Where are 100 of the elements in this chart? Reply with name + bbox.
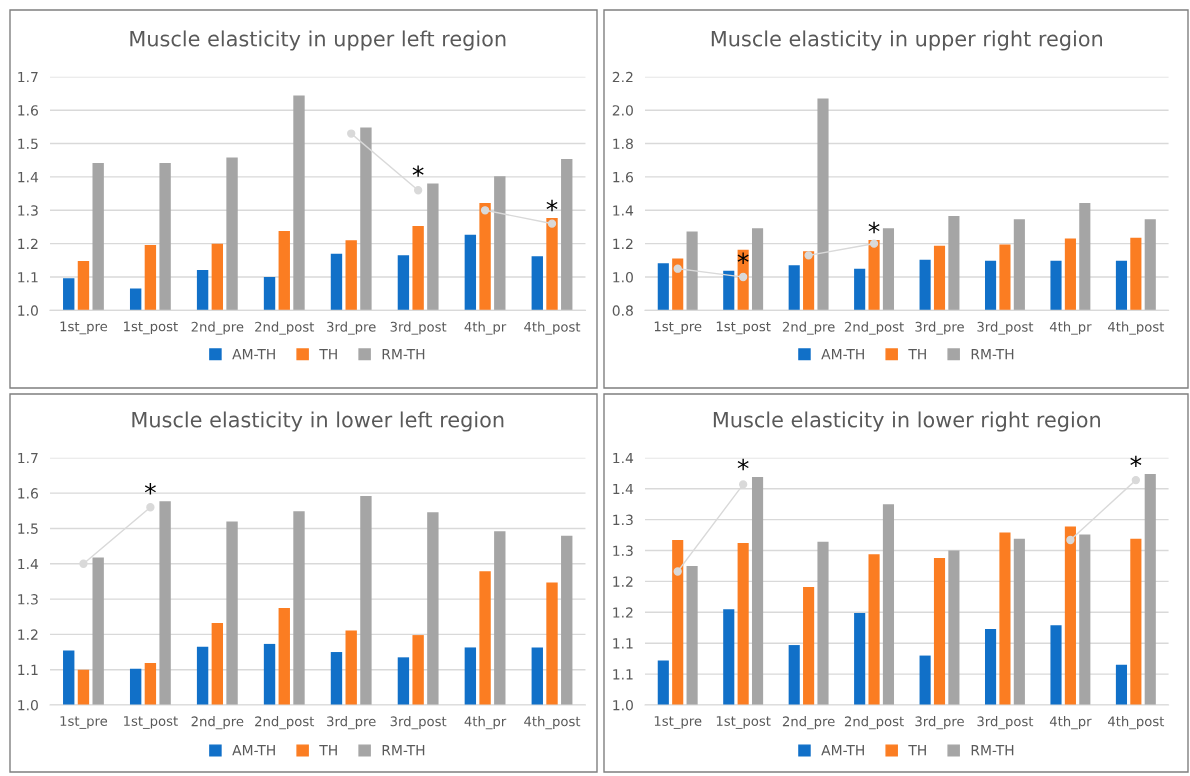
point bbox=[869, 239, 879, 248]
legend-label: TH bbox=[908, 745, 926, 756]
x-tick-label: 1st_post bbox=[124, 716, 178, 729]
x-tick-label: 2nd_post bbox=[255, 321, 315, 335]
legend-label: RM-TH bbox=[971, 349, 1014, 360]
y-tick-label: 1.4 bbox=[613, 483, 634, 495]
x-tick-label: 3rd_pre bbox=[915, 321, 964, 335]
point bbox=[804, 251, 813, 260]
y-tick-label: 0.8 bbox=[612, 305, 633, 316]
point bbox=[413, 186, 423, 195]
point bbox=[738, 272, 748, 282]
y-tick-label: 1.3 bbox=[18, 594, 38, 605]
point bbox=[673, 264, 682, 273]
legend-label: AM-TH bbox=[232, 745, 275, 756]
legend-label: AM-TH bbox=[821, 349, 864, 360]
annotation: * bbox=[868, 221, 880, 234]
chart-title: Muscle elasticity in lower left region bbox=[132, 411, 504, 432]
y-tick-label: 1.5 bbox=[18, 523, 38, 534]
y-tick-label: 1.8 bbox=[613, 138, 633, 150]
y-tick-label: 1.1 bbox=[18, 664, 38, 675]
x-tick-label: 1st_pre bbox=[654, 716, 702, 729]
y-tick-label: 2.0 bbox=[612, 105, 633, 116]
annotation: * bbox=[412, 165, 424, 177]
x-tick-label: 4th_pr bbox=[464, 321, 507, 335]
x-tick-label: 1st_pre bbox=[60, 321, 108, 335]
x-tick-label: 2nd_pre bbox=[191, 716, 244, 730]
y-tick-label: 1.3 bbox=[613, 514, 633, 526]
y-tick-label: 1.4 bbox=[613, 205, 634, 216]
y-tick-label: 1.2 bbox=[613, 238, 633, 249]
x-tick-label: 2nd_pre bbox=[782, 321, 835, 335]
y-tick-label: 1.6 bbox=[18, 488, 38, 499]
y-tick-label: 1.6 bbox=[613, 171, 633, 183]
point bbox=[480, 206, 490, 215]
x-tick-label: 2nd_pre bbox=[191, 321, 244, 335]
y-tick-label: 1.2 bbox=[613, 576, 633, 587]
legend-label: RM-TH bbox=[382, 349, 425, 360]
x-tick-label: 4th_post bbox=[524, 716, 581, 730]
x-tick-label: 3rd_post bbox=[977, 321, 1034, 335]
y-tick-label: 1.0 bbox=[613, 699, 633, 711]
y-tick-label: 2.2 bbox=[612, 71, 633, 83]
point bbox=[673, 567, 682, 576]
point bbox=[547, 219, 557, 228]
annotation: * bbox=[737, 252, 749, 264]
legend-label: TH bbox=[319, 745, 337, 756]
x-tick-label: 2nd_post bbox=[844, 321, 904, 335]
x-tick-label: 3rd_pre bbox=[327, 716, 376, 730]
legend-label: AM-TH bbox=[821, 745, 864, 756]
y-tick-label: 1.4 bbox=[18, 172, 39, 183]
legend-label: RM-TH bbox=[382, 745, 425, 756]
x-tick-label: 2nd_post bbox=[255, 716, 315, 730]
y-tick-label: 1.7 bbox=[18, 71, 38, 83]
y-tick-label: 1.2 bbox=[613, 607, 633, 618]
y-tick-label: 1.1 bbox=[613, 638, 633, 649]
x-tick-label: 4th_pr bbox=[1049, 716, 1092, 730]
y-tick-label: 1.0 bbox=[18, 699, 38, 711]
x-tick-label: 2nd_pre bbox=[782, 716, 835, 730]
legend-label: RM-TH bbox=[971, 745, 1014, 756]
x-tick-label: 1st_pre bbox=[654, 321, 702, 335]
y-tick-label: 1.0 bbox=[18, 305, 38, 316]
y-tick-label: 1.2 bbox=[18, 629, 38, 640]
y-tick-label: 1.3 bbox=[613, 545, 633, 556]
point bbox=[347, 129, 356, 138]
point bbox=[738, 480, 748, 489]
x-tick-label: 3rd_post bbox=[390, 321, 447, 335]
x-tick-label: 4th_post bbox=[1107, 716, 1165, 730]
x-tick-label: 1st_post bbox=[124, 321, 178, 335]
x-tick-label: 1st_post bbox=[716, 321, 771, 335]
x-tick-label: 3rd_pre bbox=[327, 321, 376, 335]
y-tick-label: 1.3 bbox=[18, 205, 38, 216]
chart-title: Muscle elasticity in upper right region bbox=[711, 30, 1102, 51]
annotation: * bbox=[144, 483, 156, 495]
annotation: * bbox=[546, 199, 558, 212]
y-tick-label: 1.1 bbox=[18, 272, 38, 283]
chart-title: Muscle elasticity in upper left region bbox=[130, 30, 506, 51]
x-tick-label: 4th_pr bbox=[1049, 321, 1092, 335]
chart-title: Muscle elasticity in lower right region bbox=[713, 411, 1100, 432]
annotation: * bbox=[1130, 455, 1142, 468]
y-tick-label: 1.7 bbox=[18, 452, 38, 464]
y-tick-label: 1.6 bbox=[18, 105, 38, 116]
point bbox=[1066, 535, 1075, 545]
point bbox=[1131, 475, 1141, 485]
annotation: * bbox=[737, 458, 749, 471]
x-tick-label: 2nd_post bbox=[844, 716, 904, 730]
x-tick-label: 4th_post bbox=[524, 321, 581, 335]
legend-label: AM-TH bbox=[232, 349, 275, 360]
x-tick-label: 3rd_pre bbox=[915, 716, 964, 730]
x-tick-label: 1st_post bbox=[716, 716, 771, 729]
legend-label: TH bbox=[319, 349, 337, 360]
x-tick-label: 3rd_post bbox=[977, 716, 1034, 730]
y-tick-label: 1.4 bbox=[18, 558, 39, 570]
y-tick-label: 1.2 bbox=[18, 238, 38, 249]
y-tick-label: 1.0 bbox=[613, 272, 633, 283]
y-tick-label: 1.1 bbox=[613, 669, 633, 680]
x-tick-label: 1st_pre bbox=[60, 716, 108, 729]
y-tick-label: 1.5 bbox=[18, 138, 38, 150]
legend-label: TH bbox=[908, 349, 926, 360]
x-tick-label: 4th_post bbox=[1107, 321, 1165, 335]
y-tick-label: 1.4 bbox=[613, 452, 634, 464]
x-tick-label: 4th_pr bbox=[464, 716, 507, 730]
x-tick-label: 3rd_post bbox=[390, 716, 447, 730]
